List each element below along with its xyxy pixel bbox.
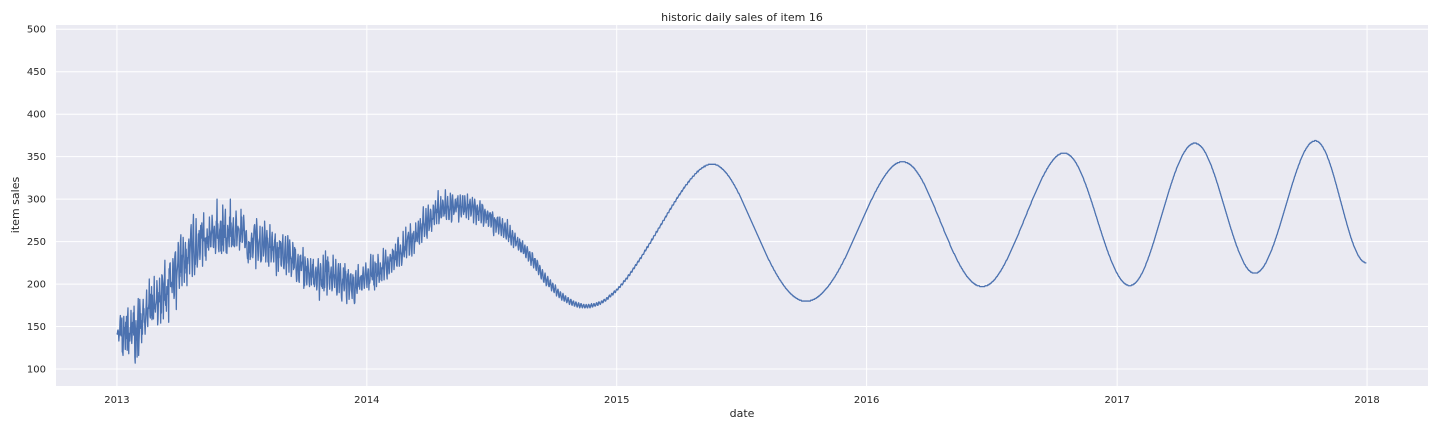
y-tick-label: 200 [27,280,46,291]
y-tick-label: 450 [27,67,46,78]
series-line [116,139,1367,364]
chart-title: historic daily sales of item 16 [661,11,823,24]
tick-labels: 100 150 200 250 300 350 400 450 500 2013 2014 2015 2… [27,25,1380,406]
x-tick-label: 2018 [1354,395,1379,406]
y-tick-label: 150 [27,322,46,333]
y-tick-label: 350 [27,152,46,163]
y-tick-label: 250 [27,237,46,248]
y-axis-label: item sales [9,177,22,234]
y-tick-label: 300 [27,195,46,206]
x-tick-label: 2016 [854,395,879,406]
y-tick-label: 400 [27,110,46,121]
x-tick-label: 2013 [104,395,129,406]
x-tick-label: 2017 [1104,395,1129,406]
y-tick-label: 100 [27,365,46,376]
x-tick-label: 2014 [354,395,379,406]
y-tick-label: 500 [27,25,46,36]
x-axis-label: date [730,407,755,420]
plot-background [56,25,1428,386]
x-tick-label: 2015 [604,395,629,406]
